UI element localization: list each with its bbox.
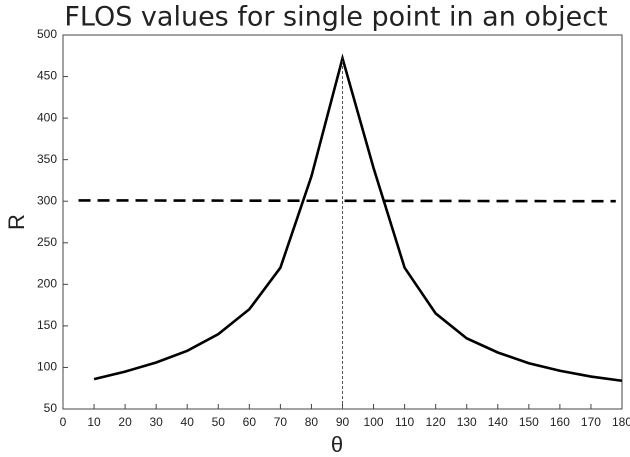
chart-title: FLOS values for single point in an objec… [64, 2, 607, 33]
x-tick-label: 150 [519, 415, 539, 429]
x-tick-label: 50 [212, 415, 226, 429]
x-tick-label: 20 [118, 415, 132, 429]
x-tick-label: 160 [550, 415, 570, 429]
x-tick-label: 70 [274, 415, 288, 429]
y-tick-label: 500 [37, 27, 57, 41]
y-tick-label: 400 [37, 110, 57, 124]
x-tick-label: 40 [181, 415, 195, 429]
y-axis-label: R [4, 214, 29, 230]
x-tick-label: 130 [457, 415, 477, 429]
y-tick-label: 250 [37, 235, 57, 249]
y-tick-label: 100 [37, 360, 57, 374]
x-tick-label: 80 [305, 415, 319, 429]
series-line [78, 199, 616, 203]
y-tick-label: 350 [37, 152, 57, 166]
x-tick-label: 90 [336, 415, 350, 429]
x-tick-label: 100 [364, 415, 384, 429]
y-tick-label: 200 [37, 277, 57, 291]
x-tick-label: 110 [395, 415, 414, 429]
x-tick-label: 140 [488, 415, 508, 429]
x-tick-label: 10 [87, 415, 101, 429]
series-line [93, 53, 623, 383]
x-tick-label: 0 [60, 415, 67, 429]
y-tick-label: 50 [44, 401, 58, 415]
x-tick-label: 170 [581, 415, 601, 429]
x-tick-label: 60 [243, 415, 257, 429]
y-tick-label: 150 [37, 318, 57, 332]
y-tick-label: 450 [37, 69, 57, 83]
x-axis-label: θ [331, 432, 343, 457]
x-tick-label: 180 [612, 415, 630, 429]
x-tick-label: 120 [426, 415, 446, 429]
y-tick-label: 300 [37, 193, 57, 207]
x-tick-label: 30 [149, 415, 163, 429]
